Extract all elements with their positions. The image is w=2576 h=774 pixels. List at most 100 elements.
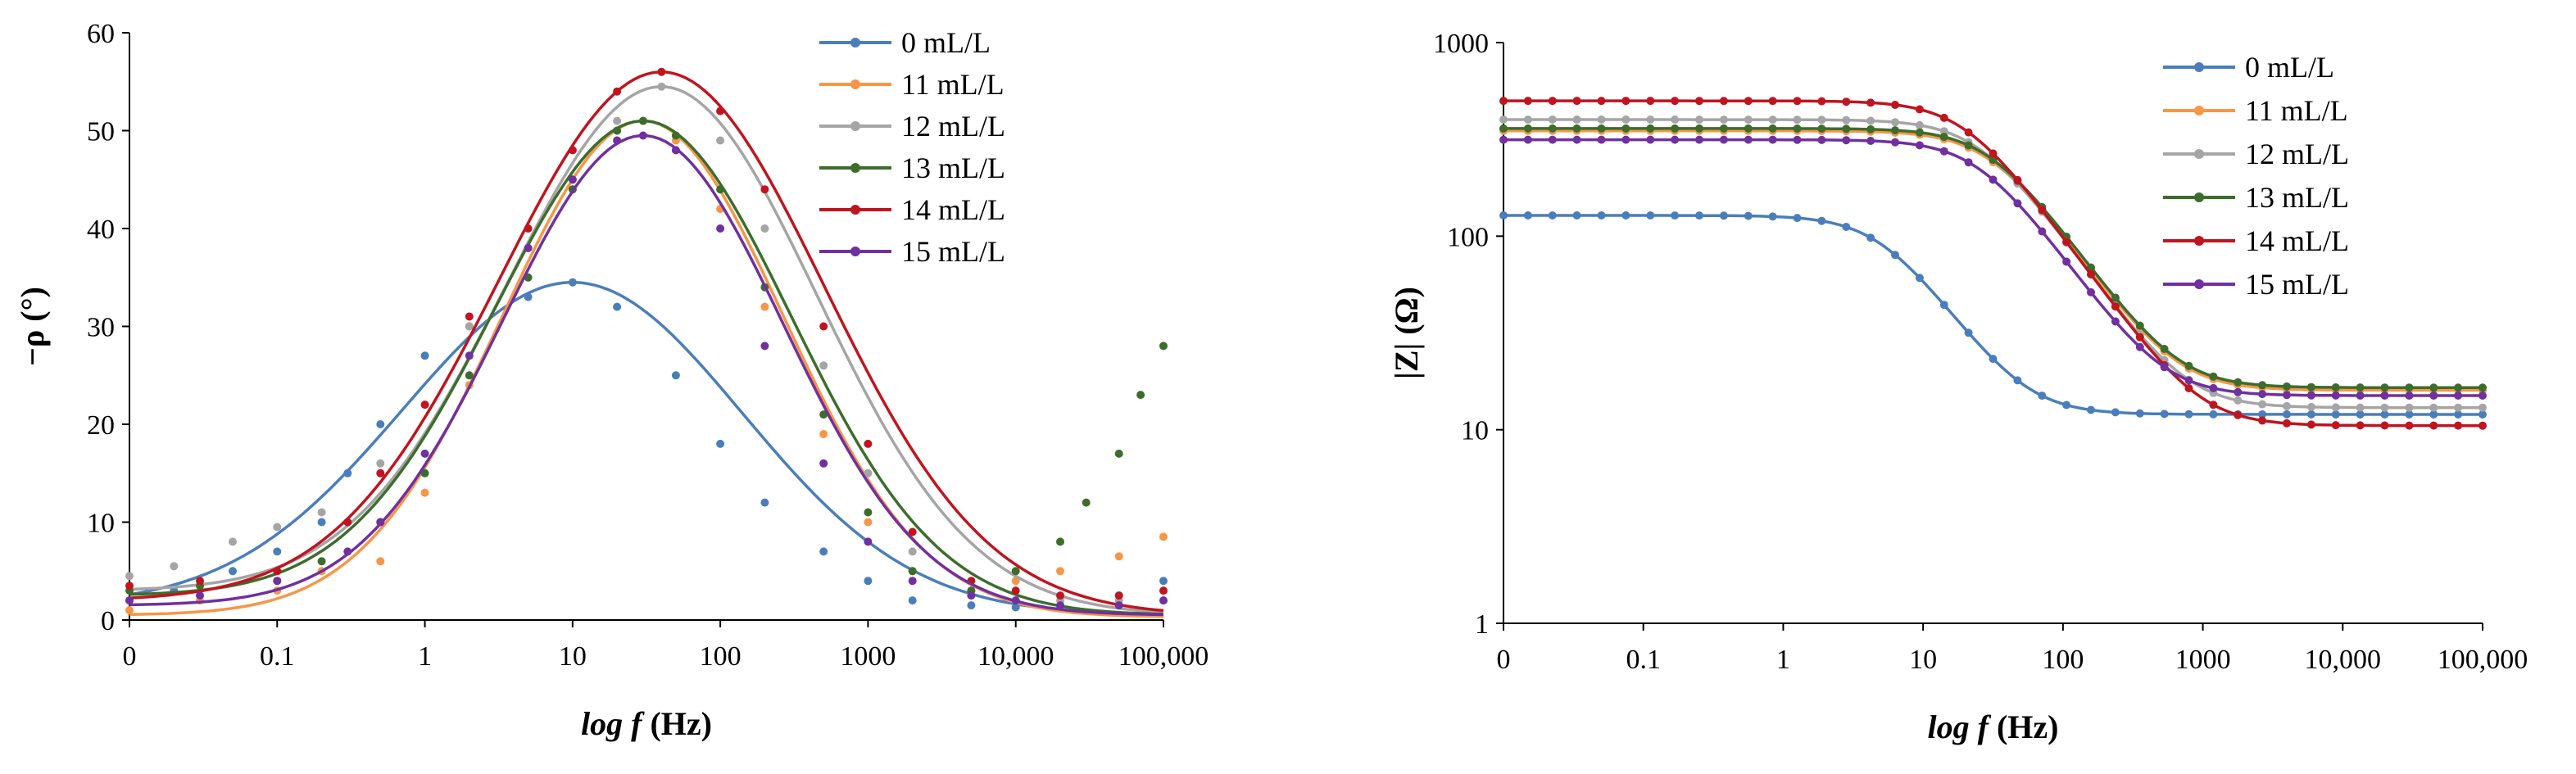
data-point bbox=[1499, 124, 1508, 133]
data-point bbox=[2380, 392, 2389, 400]
data-point bbox=[864, 468, 873, 478]
data-point bbox=[2184, 361, 2193, 370]
data-point bbox=[1989, 149, 1998, 158]
data-point bbox=[760, 302, 769, 311]
x-axis-label-italic: log f bbox=[581, 705, 645, 742]
data-point bbox=[1621, 211, 1630, 220]
data-point bbox=[420, 351, 429, 360]
data-point bbox=[1159, 342, 1168, 351]
data-point bbox=[1817, 135, 1826, 144]
data-point bbox=[2405, 421, 2414, 430]
data-point bbox=[376, 518, 385, 527]
data-point bbox=[125, 582, 134, 591]
data-point bbox=[2062, 401, 2071, 410]
data-point bbox=[908, 596, 917, 605]
data-point bbox=[1597, 135, 1606, 144]
data-point bbox=[1082, 498, 1091, 507]
data-point bbox=[2331, 410, 2340, 419]
data-point bbox=[1621, 124, 1630, 133]
data-point bbox=[1114, 449, 1123, 458]
data-point bbox=[2283, 401, 2291, 410]
data-point bbox=[2283, 419, 2291, 428]
data-point bbox=[343, 468, 352, 478]
data-point bbox=[2258, 410, 2267, 419]
data-point bbox=[2478, 383, 2487, 392]
data-point bbox=[671, 131, 680, 140]
data-point bbox=[1989, 175, 1998, 184]
data-point bbox=[1719, 211, 1728, 220]
legend-swatch-marker bbox=[2194, 106, 2204, 115]
data-point bbox=[1159, 577, 1168, 586]
x-tick-label: 10 bbox=[1909, 645, 1937, 675]
data-point bbox=[2111, 302, 2120, 311]
data-point bbox=[1793, 115, 1802, 124]
data-point bbox=[1621, 115, 1630, 124]
legend-swatch-marker bbox=[2194, 279, 2204, 289]
y-axis-label: |Z| (Ω) bbox=[1388, 287, 1425, 379]
data-point bbox=[613, 136, 622, 145]
data-point bbox=[2038, 392, 2047, 401]
data-point bbox=[716, 224, 725, 233]
data-point bbox=[671, 146, 680, 155]
data-point bbox=[465, 351, 474, 360]
data-point bbox=[2013, 376, 2022, 385]
data-point bbox=[1891, 138, 1899, 147]
data-point bbox=[273, 577, 282, 586]
data-point bbox=[420, 468, 429, 478]
data-point bbox=[864, 439, 873, 448]
data-point bbox=[1499, 97, 1508, 106]
data-point bbox=[1744, 135, 1753, 144]
data-point bbox=[1768, 135, 1777, 144]
legend-entry: 0 mL/L bbox=[2245, 51, 2334, 84]
data-point bbox=[1695, 97, 1703, 106]
data-point bbox=[1817, 97, 1826, 106]
data-point bbox=[1572, 97, 1581, 106]
series-0-mL-L bbox=[1499, 211, 2487, 419]
legend-entry: 12 mL/L bbox=[901, 110, 1005, 143]
legend-swatch-marker bbox=[2194, 149, 2204, 159]
data-point bbox=[420, 449, 429, 458]
data-point bbox=[819, 322, 828, 331]
data-point bbox=[1597, 124, 1606, 133]
data-point bbox=[2013, 199, 2022, 208]
data-point bbox=[2429, 383, 2438, 392]
data-point bbox=[2087, 270, 2095, 278]
data-point bbox=[2111, 408, 2120, 417]
data-point bbox=[613, 302, 622, 311]
data-point bbox=[1915, 120, 1924, 129]
data-point bbox=[1915, 141, 1924, 150]
data-point bbox=[1114, 552, 1123, 561]
data-point bbox=[465, 371, 474, 380]
data-point bbox=[671, 371, 680, 380]
data-point bbox=[2306, 391, 2315, 400]
data-point bbox=[1842, 223, 1851, 231]
legend-entry: 15 mL/L bbox=[2245, 268, 2349, 301]
data-point bbox=[1964, 158, 1973, 167]
data-point bbox=[1939, 147, 1948, 156]
data-point bbox=[1597, 211, 1606, 220]
data-point bbox=[465, 322, 474, 331]
data-point bbox=[1523, 124, 1532, 133]
data-point bbox=[1915, 274, 1924, 283]
data-point bbox=[2306, 410, 2315, 419]
data-point bbox=[1572, 211, 1581, 220]
data-point bbox=[376, 468, 385, 478]
x-tick-label: 10,000 bbox=[977, 641, 1054, 672]
data-point bbox=[2405, 403, 2414, 412]
data-point bbox=[1768, 115, 1777, 124]
data-point bbox=[568, 146, 577, 155]
data-point bbox=[2380, 383, 2389, 392]
data-point bbox=[2429, 392, 2438, 400]
data-point bbox=[1548, 124, 1557, 133]
data-point bbox=[1159, 586, 1168, 595]
data-point bbox=[2331, 421, 2340, 430]
data-point bbox=[2306, 420, 2315, 429]
data-point bbox=[1744, 97, 1753, 106]
data-point bbox=[343, 518, 352, 527]
data-point bbox=[125, 572, 134, 581]
data-point bbox=[819, 361, 828, 370]
data-point bbox=[1597, 115, 1606, 124]
data-point bbox=[1646, 135, 1655, 144]
data-point bbox=[2087, 405, 2095, 414]
data-point bbox=[1671, 135, 1680, 144]
